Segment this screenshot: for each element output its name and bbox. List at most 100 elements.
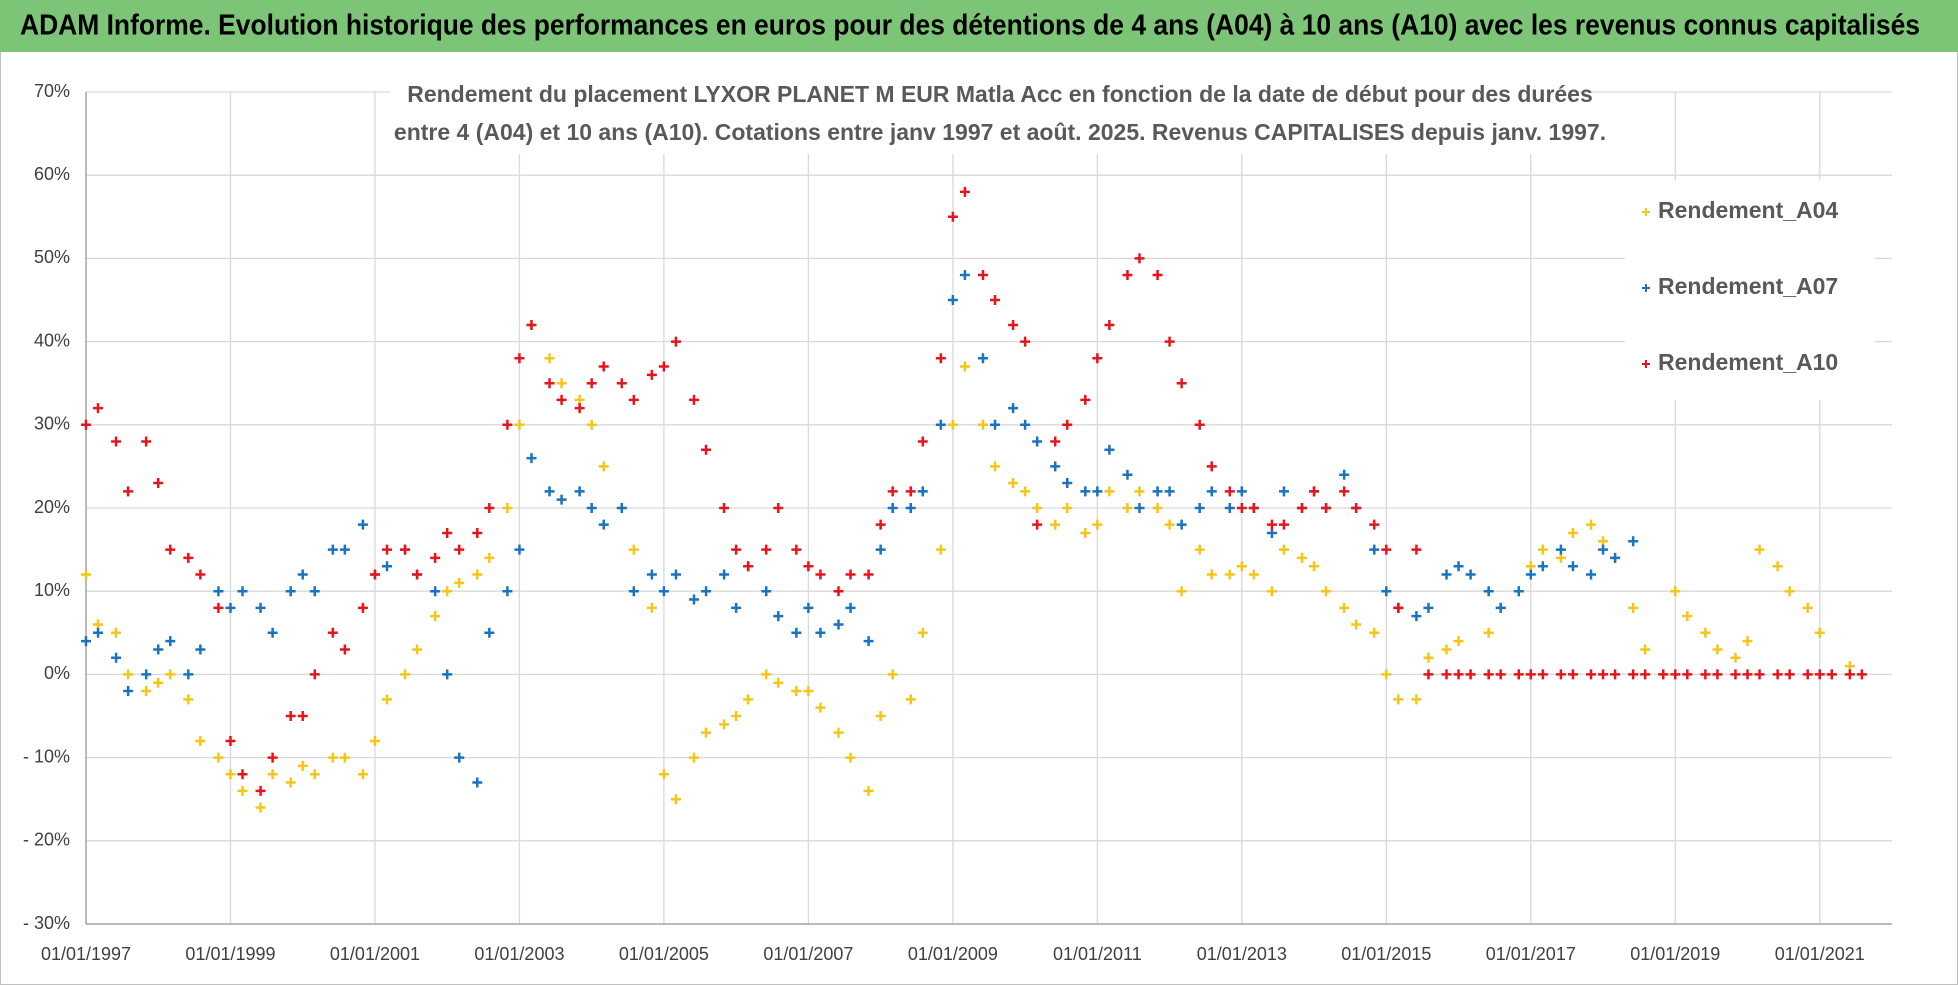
point xyxy=(990,461,1001,472)
point xyxy=(1236,503,1247,513)
chart-title: Rendement du placement LYXOR PLANET M EU… xyxy=(407,81,1593,107)
point xyxy=(1513,669,1524,680)
point xyxy=(1008,319,1019,330)
point xyxy=(484,503,495,513)
y-tick-label: 40% xyxy=(34,330,70,350)
point xyxy=(990,419,1001,430)
y-tick-label: 70% xyxy=(34,81,70,101)
point xyxy=(1513,586,1524,597)
point xyxy=(502,586,513,597)
point xyxy=(165,669,176,680)
point xyxy=(1784,669,1795,680)
point xyxy=(1856,669,1867,680)
point xyxy=(1441,669,1452,680)
y-tick-label: 10% xyxy=(34,580,70,600)
point xyxy=(1772,561,1783,572)
point xyxy=(1712,669,1723,680)
point xyxy=(213,602,224,613)
point xyxy=(1339,602,1350,613)
point xyxy=(743,694,754,705)
point xyxy=(1008,478,1019,489)
point xyxy=(917,436,928,447)
point xyxy=(430,552,441,563)
point xyxy=(1423,669,1434,680)
point xyxy=(803,602,814,613)
point xyxy=(255,802,266,813)
point xyxy=(731,544,742,555)
point xyxy=(339,544,350,555)
point xyxy=(1020,419,1031,430)
point xyxy=(141,669,152,680)
legend-label: Rendement_A04 xyxy=(1658,197,1838,223)
point xyxy=(959,186,970,197)
point xyxy=(526,319,537,330)
point xyxy=(382,544,392,555)
point xyxy=(845,569,856,580)
point xyxy=(93,627,104,638)
point xyxy=(773,611,784,622)
point xyxy=(1453,561,1464,572)
point xyxy=(1248,569,1259,580)
point xyxy=(1423,602,1434,613)
point xyxy=(1802,669,1813,680)
point xyxy=(1321,503,1332,513)
point xyxy=(616,378,627,389)
point xyxy=(791,544,802,555)
point xyxy=(1050,519,1061,530)
point xyxy=(556,394,567,405)
point xyxy=(917,486,928,497)
point xyxy=(1062,503,1073,513)
point xyxy=(815,627,826,638)
point xyxy=(123,686,134,697)
point xyxy=(1278,544,1289,555)
point xyxy=(598,461,609,472)
x-tick-label: 01/01/2003 xyxy=(474,944,564,964)
point xyxy=(701,586,712,597)
point xyxy=(1321,586,1332,597)
point xyxy=(454,752,465,763)
point xyxy=(1670,669,1681,680)
point xyxy=(1586,519,1596,530)
point xyxy=(1266,586,1277,597)
point xyxy=(165,544,176,555)
point xyxy=(1640,644,1651,655)
point xyxy=(977,353,988,364)
point xyxy=(544,353,555,364)
point xyxy=(1134,486,1145,497)
point xyxy=(1555,544,1566,555)
point xyxy=(1176,519,1187,530)
point xyxy=(1483,586,1494,597)
point xyxy=(195,569,206,580)
point xyxy=(1206,461,1217,472)
point xyxy=(267,627,278,638)
point xyxy=(689,594,700,605)
point xyxy=(1465,669,1476,680)
banner-text: ADAM Informe. Evolution historique des p… xyxy=(20,10,1920,42)
point xyxy=(1700,627,1711,638)
point xyxy=(670,336,681,347)
point xyxy=(845,752,856,763)
point xyxy=(803,686,814,697)
y-tick-label: 60% xyxy=(34,164,70,184)
point xyxy=(357,602,368,613)
y-tick-label: 50% xyxy=(34,247,70,267)
point xyxy=(1020,336,1031,347)
point xyxy=(1224,569,1235,580)
point xyxy=(1525,569,1536,580)
point xyxy=(472,569,483,580)
point xyxy=(1802,602,1813,613)
point xyxy=(1152,503,1163,513)
point xyxy=(484,552,495,563)
point xyxy=(701,727,712,738)
point xyxy=(905,694,916,705)
point xyxy=(514,419,525,430)
title-box xyxy=(390,74,1570,154)
x-tick-label: 01/01/2007 xyxy=(763,944,853,964)
point xyxy=(1194,419,1205,430)
point xyxy=(1393,602,1404,613)
point xyxy=(1682,611,1693,622)
point xyxy=(1682,669,1693,680)
point xyxy=(1567,527,1578,538)
point xyxy=(1104,486,1115,497)
